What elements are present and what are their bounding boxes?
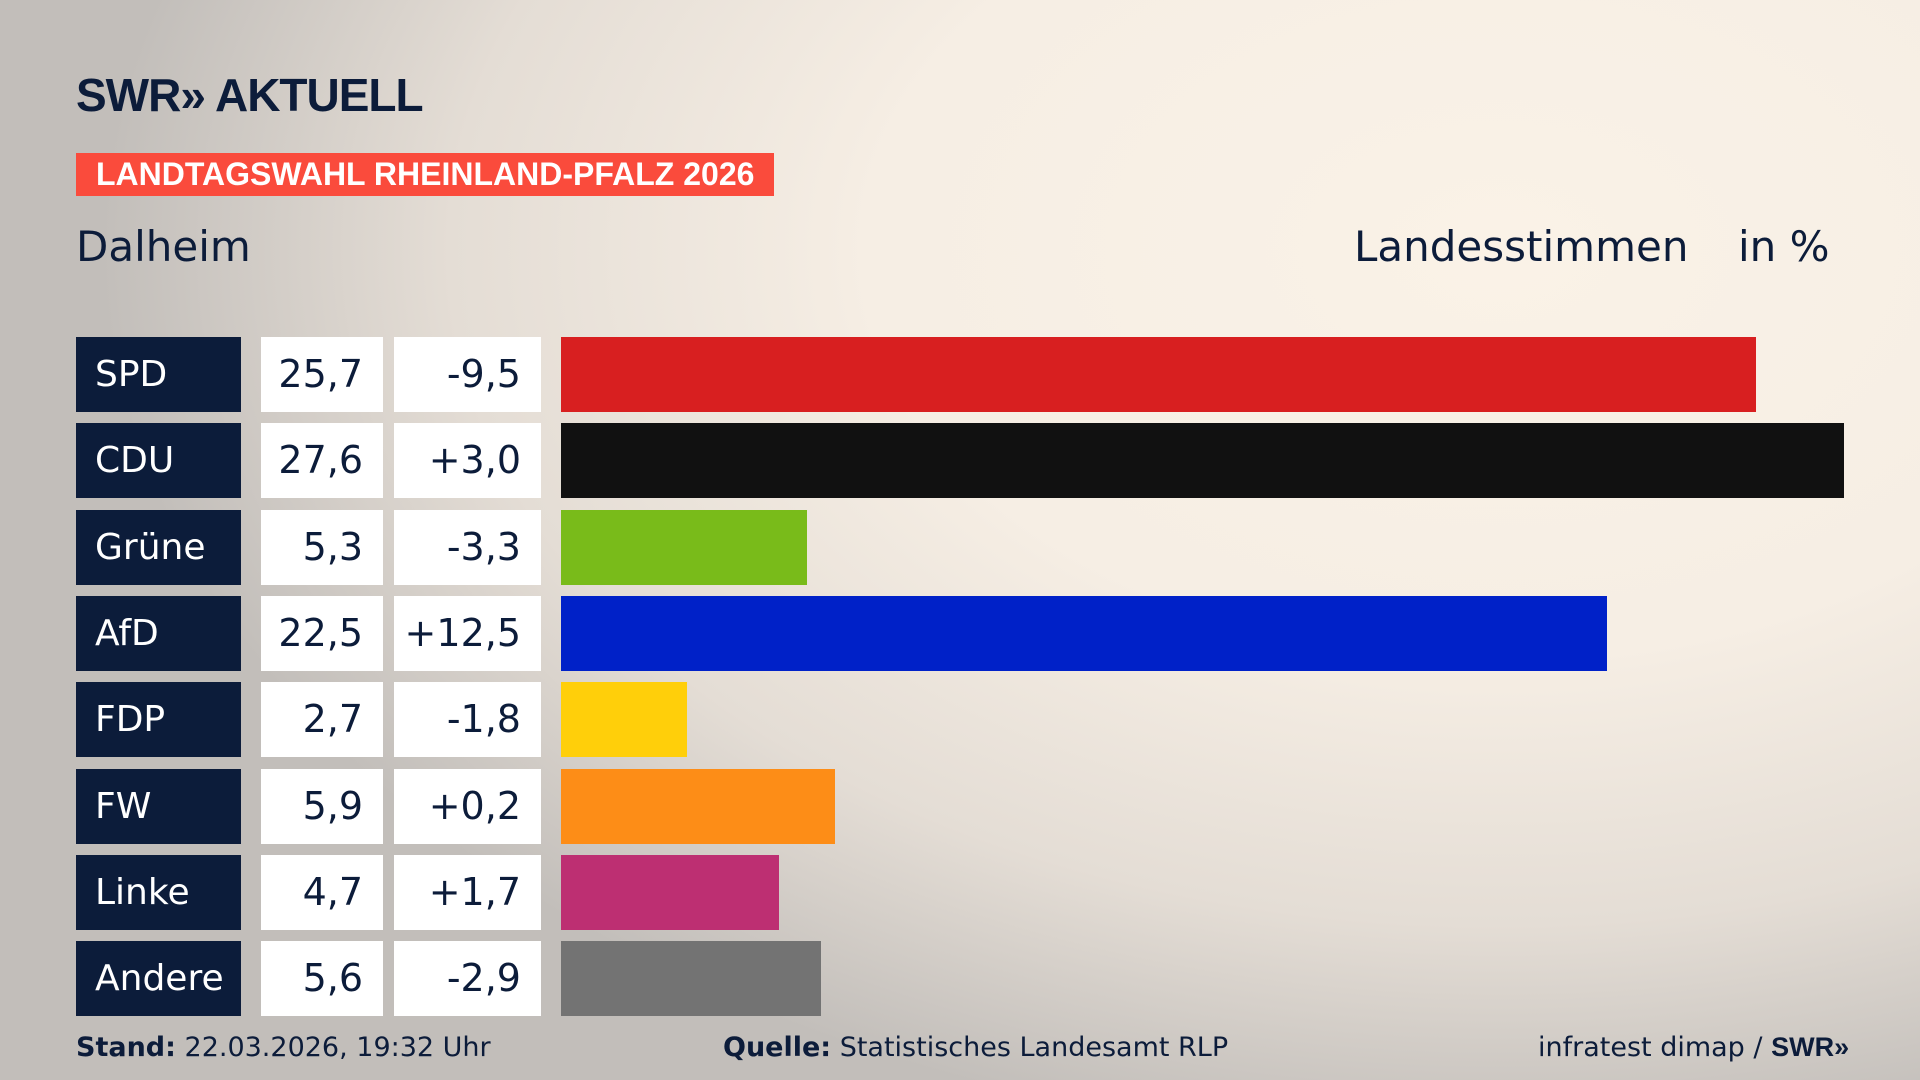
source: Quelle: Statistisches Landesamt RLP [723, 1032, 1229, 1063]
party-label: CDU [76, 423, 241, 499]
timestamp: Stand: 22.03.2026, 19:32 Uhr [76, 1032, 491, 1063]
bar [561, 423, 1844, 499]
party-label: FW [76, 768, 241, 844]
party-label: AfD [76, 595, 241, 671]
vote-change: -9,5 [394, 337, 541, 412]
vote-share: 25,7 [261, 337, 383, 412]
unit-label: in % [1738, 222, 1830, 271]
vote-change: -1,8 [394, 682, 541, 758]
vote-share: 2,7 [261, 682, 383, 758]
bar [561, 682, 687, 758]
credit: infratest dimap / SWR» [1538, 1032, 1850, 1063]
vote-share: 5,9 [261, 768, 383, 844]
vote-change: +0,2 [394, 768, 541, 844]
place-title: Dalheim [76, 222, 251, 271]
bar [561, 595, 1607, 671]
bar [561, 854, 780, 930]
vote-share: 5,6 [261, 941, 383, 1017]
vote-share: 27,6 [261, 423, 383, 499]
vote-change: +1,7 [394, 854, 541, 930]
party-label: SPD [76, 337, 241, 412]
vote-change: +3,0 [394, 423, 541, 499]
vote-change: -3,3 [394, 509, 541, 585]
bar [561, 509, 808, 585]
party-label: Andere [76, 941, 241, 1017]
party-label: Linke [76, 854, 241, 930]
bar [561, 337, 1756, 412]
party-label: FDP [76, 682, 241, 758]
metric-label: Landesstimmen [1354, 222, 1689, 271]
election-banner: LANDTAGSWAHL RHEINLAND-PFALZ 2026 [76, 153, 775, 196]
swr-logo: SWR» [1771, 1032, 1850, 1062]
bar [561, 941, 822, 1017]
vote-share: 22,5 [261, 595, 383, 671]
vote-share: 5,3 [261, 509, 383, 585]
vote-change: +12,5 [394, 595, 541, 671]
vote-share: 4,7 [261, 854, 383, 930]
bar [561, 768, 836, 844]
swr-aktuell-logo: SWR» AKTUELL [76, 69, 424, 121]
vote-change: -2,9 [394, 941, 541, 1017]
party-label: Grüne [76, 509, 241, 585]
